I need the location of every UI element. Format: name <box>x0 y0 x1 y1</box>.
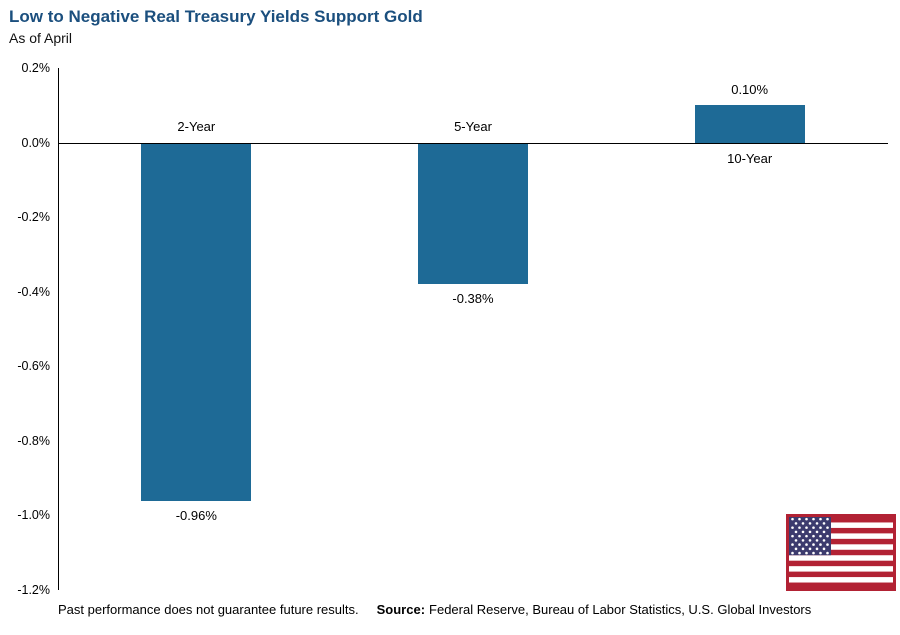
bar-category-label: 5-Year <box>454 118 492 134</box>
y-tick-label: -1.2% <box>17 583 50 597</box>
page-subtitle: As of April <box>9 30 73 46</box>
bar-10-Year <box>694 105 805 143</box>
y-tick-label: 0.0% <box>21 135 51 150</box>
chart-footer: Past performance does not guarantee futu… <box>58 602 894 617</box>
source-text: Federal Reserve, Bureau of Labor Statist… <box>429 602 812 617</box>
y-tick-label: -0.2% <box>17 210 50 225</box>
bar-5-Year <box>418 143 528 285</box>
zero-axis-line <box>58 143 888 144</box>
bar-value-label: -0.38% <box>452 291 494 307</box>
bar-value-label: 0.10% <box>731 82 769 98</box>
y-tick-label: -0.8% <box>17 433 50 448</box>
disclaimer-text: Past performance does not guarantee futu… <box>58 602 359 617</box>
y-tick-label: -1.0% <box>17 508 50 523</box>
us-flag-icon <box>786 514 896 591</box>
bar-2-Year <box>141 143 252 501</box>
y-tick-label: 0.2% <box>21 61 51 75</box>
y-axis-line <box>58 68 59 590</box>
y-tick-label: -0.6% <box>17 359 50 374</box>
page-title: Low to Negative Real Treasury Yields Sup… <box>9 7 423 26</box>
bar-category-label: 2-Year <box>177 118 216 134</box>
bar-value-label: -0.96% <box>175 507 217 523</box>
source-label: Source: <box>376 602 426 617</box>
bar-category-label: 10-Year <box>727 150 773 166</box>
y-tick-label: -0.4% <box>17 284 50 299</box>
